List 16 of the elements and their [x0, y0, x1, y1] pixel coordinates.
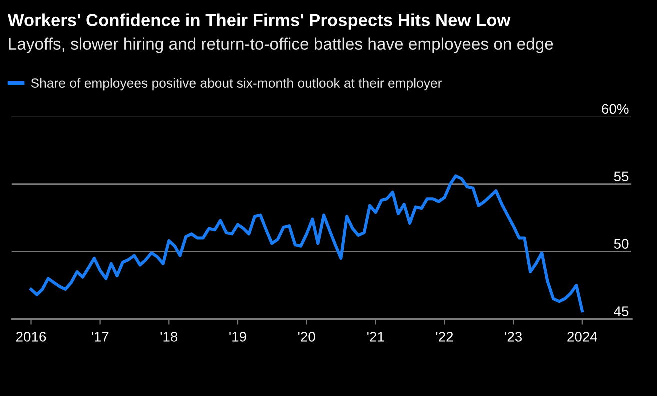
y-tick-label: 60% [602, 104, 629, 114]
x-tick-label: 2024 [568, 332, 598, 342]
x-tick-label: '23 [505, 332, 522, 342]
x-tick-label: '18 [160, 332, 178, 342]
x-tick-label: '17 [92, 332, 109, 342]
y-tick-label: 55 [614, 172, 629, 182]
x-tick-label: '22 [436, 332, 454, 342]
y-tick-label: 50 [614, 239, 629, 249]
chart-title: Workers' Confidence in Their Firms' Prospects Hits New Low [8, 14, 511, 30]
chart-subtitle: Layoffs, slower hiring and return-to-office battles have employees on edge [9, 38, 554, 54]
legend-label: Share of employees positive about six-month outlook at their employer [31, 78, 442, 91]
x-tick-label: '19 [230, 332, 246, 342]
x-tick-label: 2016 [16, 332, 46, 342]
x-tick-label: '21 [368, 332, 384, 342]
y-tick-label: 45 [614, 306, 629, 316]
x-tick-label: '20 [298, 332, 316, 342]
